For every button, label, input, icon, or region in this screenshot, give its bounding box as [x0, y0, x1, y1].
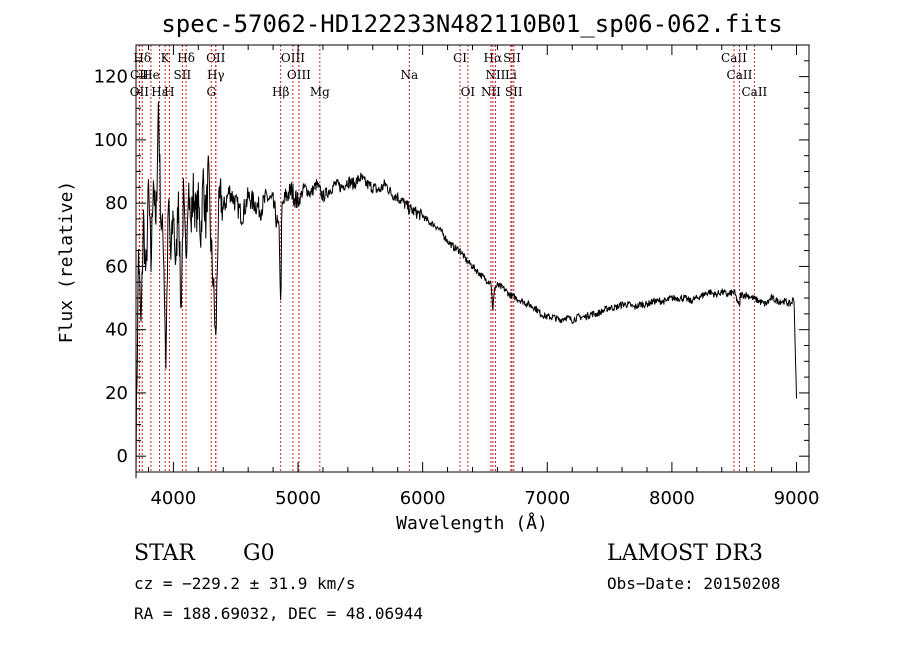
line-marker-label-8: CaII: [721, 51, 747, 65]
y-tick-label-80: 80: [105, 193, 128, 214]
line-marker-label-27: CaII: [741, 85, 767, 99]
y-tick-label-40: 40: [105, 320, 128, 341]
line-marker-label-23: Mg: [310, 85, 330, 99]
line-marker-label-5: CI: [453, 51, 467, 65]
line-marker-label-2: Hδ: [177, 51, 195, 65]
line-marker-label-20: H: [164, 85, 174, 99]
y-tick-label-20: 20: [105, 383, 128, 404]
line-marker-label-0: Hδ: [133, 51, 151, 65]
x-tick-label-8000: 8000: [649, 488, 695, 509]
line-marker-label-12: Hγ: [207, 68, 225, 82]
x-tick-label-5000: 5000: [275, 488, 321, 509]
line-marker-label-14: Na: [400, 68, 418, 82]
x-tick-label-9000: 9000: [774, 488, 820, 509]
line-marker-label-17: CaII: [727, 68, 753, 82]
line-marker-label-4: OIII: [281, 51, 305, 65]
spectrum-line: [135, 101, 797, 479]
y-axis-title: Flux (relative): [56, 181, 77, 344]
sky-coordinates: RA = 188.69032, DEC = 48.06944: [134, 604, 423, 623]
line-marker-label-1: K: [161, 51, 171, 65]
object-class: STAR: [134, 541, 196, 566]
object-subclass: G0: [243, 541, 275, 566]
line-marker-label-16: Li: [505, 68, 517, 82]
line-marker-label-21: G: [206, 85, 216, 99]
redshift-cz: cz = −229.2 ± 31.9 km/s: [134, 574, 356, 593]
x-axis-title: Wavelength (Å): [396, 512, 548, 534]
line-marker-label-15: NII: [485, 68, 505, 82]
line-marker-label-11: SII: [174, 68, 192, 82]
line-marker-label-22: Hβ: [272, 85, 289, 99]
x-tick-label-4000: 4000: [150, 488, 196, 509]
line-marker-label-25: NII: [481, 85, 501, 99]
line-marker-label-19: Hε: [151, 85, 168, 99]
observation-date: Obs−Date: 20150208: [607, 574, 780, 593]
line-marker-label-24: OI: [461, 85, 476, 99]
x-tick-label-6000: 6000: [400, 488, 446, 509]
y-tick-label-100: 100: [94, 130, 128, 151]
line-marker-label-13: OIII: [287, 68, 311, 82]
chart-title: spec-57062-HD122233N482110B01_sp06-062.f…: [161, 10, 782, 38]
plot-frame: [135, 44, 810, 473]
x-tick-label-7000: 7000: [524, 488, 570, 509]
line-marker-label-26: SII: [505, 85, 523, 99]
y-tick-label-120: 120: [94, 67, 128, 88]
line-marker-label-6: Hα: [484, 51, 503, 65]
y-tick-label-60: 60: [105, 256, 128, 277]
y-tick-label-0: 0: [117, 446, 128, 467]
line-marker-label-7: SII: [503, 51, 521, 65]
survey-name: LAMOST DR3: [607, 541, 763, 566]
line-marker-label-10: He: [142, 68, 160, 82]
